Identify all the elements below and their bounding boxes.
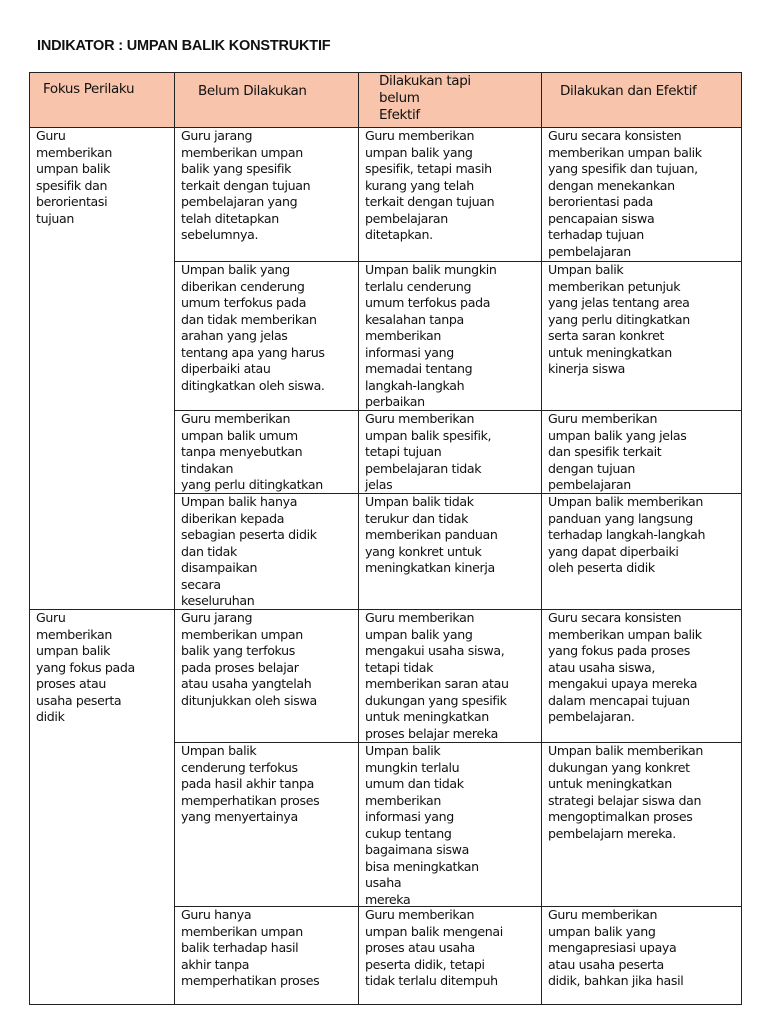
table-cell: Guru secara konsisten memberikan umpan b…: [541, 609, 742, 743]
focus-cell: Guru memberikan umpan balik yang fokus p…: [29, 609, 175, 1005]
table-cell: Umpan balik memberikan dukungan yang kon…: [541, 742, 742, 907]
table-cell: Umpan balik yang diberikan cenderung umu…: [174, 261, 359, 411]
table-cell: Guru jarang memberikan umpan balik yang …: [174, 127, 359, 262]
table-cell: Guru jarang memberikan umpan balik yang …: [174, 609, 359, 743]
column-header: Belum Dilakukan: [174, 72, 359, 128]
table-cell: Guru hanya memberikan umpan balik terhad…: [174, 906, 359, 1005]
table-cell: Guru memberikan umpan balik umum tanpa m…: [174, 410, 359, 494]
table-cell: Umpan balik mungkin terlalu cenderung um…: [358, 261, 542, 411]
table-cell: Umpan balik tidak terukur dan tidak memb…: [358, 493, 542, 610]
column-header: Fokus Perilaku: [29, 72, 175, 128]
page-title: INDIKATOR : UMPAN BALIK KONSTRUKTIF: [37, 38, 331, 54]
table-cell: Umpan balik memberikan panduan yang lang…: [541, 493, 742, 610]
column-header: Dilakukan dan Efektif: [541, 72, 742, 128]
table-cell: Guru memberikan umpan balik yang mengaku…: [358, 609, 542, 743]
table-cell: Umpan balik mungkin terlalu umum dan tid…: [358, 742, 542, 907]
table-cell: Guru memberikan umpan balik yang jelas d…: [541, 410, 742, 494]
column-header: Dilakukan tapi belum Efektif: [358, 72, 542, 128]
table-cell: Guru memberikan umpan balik yang mengapr…: [541, 906, 742, 1005]
table-cell: Guru secara konsisten memberikan umpan b…: [541, 127, 742, 262]
table-cell: Umpan balik memberikan petunjuk yang jel…: [541, 261, 742, 411]
table-cell: Guru memberikan umpan balik yang spesifi…: [358, 127, 542, 262]
table-cell: Guru memberikan umpan balik mengenai pro…: [358, 906, 542, 1005]
table-cell: Guru memberikan umpan balik spesifik, te…: [358, 410, 542, 494]
focus-cell: Guru memberikan umpan balik spesifik dan…: [29, 127, 175, 610]
table-cell: Umpan balik cenderung terfokus pada hasi…: [174, 742, 359, 907]
table-cell: Umpan balik hanya diberikan kepada sebag…: [174, 493, 359, 610]
